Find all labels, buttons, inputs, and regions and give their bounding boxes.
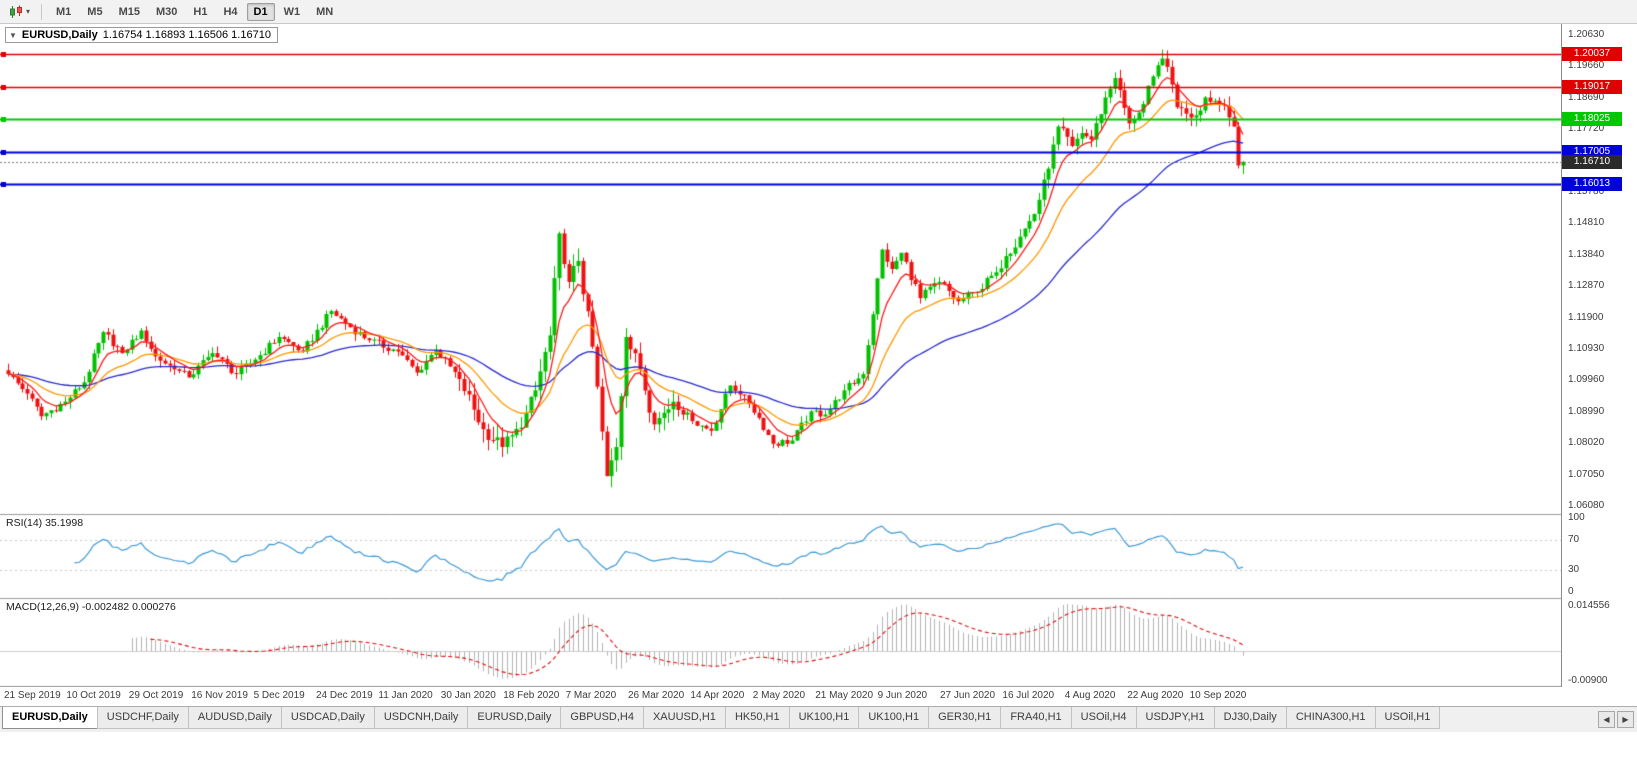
- price-axis-label: 1.06080: [1568, 499, 1605, 511]
- collapse-triangle-icon[interactable]: ▼: [9, 30, 17, 40]
- time-axis-label: 10 Oct 2019: [66, 690, 121, 701]
- tab-scroll-buttons: ◀ ▶: [1598, 711, 1634, 728]
- rsi-axis-label: 30: [1568, 563, 1580, 575]
- chart-tab-usoil-h1[interactable]: USOil,H1: [1374, 707, 1441, 729]
- price-axis-label: 1.08020: [1568, 437, 1605, 449]
- tab-scroll-right-button[interactable]: ▶: [1617, 711, 1634, 728]
- time-axis-label: 16 Jul 2020: [1002, 690, 1055, 701]
- price-axis-label: 1.18690: [1568, 91, 1605, 103]
- price-axis-label: 1.13840: [1568, 248, 1605, 260]
- time-axis-label: 7 Mar 2020: [565, 690, 617, 701]
- price-chart-canvas[interactable]: [0, 24, 1561, 687]
- chart-tab-hk50-h1[interactable]: HK50,H1: [724, 707, 790, 729]
- chart-tab-ger30-h1[interactable]: GER30,H1: [928, 707, 1002, 729]
- chart-tab-usdjpy-h1[interactable]: USDJPY,H1: [1135, 707, 1215, 729]
- tab-scroll-left-button[interactable]: ◀: [1598, 711, 1615, 728]
- hline-price-tag: 1.16013: [1562, 177, 1622, 192]
- time-axis-label: 10 Sep 2020: [1189, 690, 1247, 701]
- timeframe-button-h1[interactable]: H1: [193, 5, 208, 18]
- price-axis[interactable]: 1.206301.196601.186901.177201.167501.157…: [1561, 24, 1637, 687]
- dropdown-caret-icon: ▾: [26, 7, 31, 16]
- timeframe-button-m15[interactable]: M15: [118, 5, 140, 18]
- price-axis-label: 1.07050: [1568, 468, 1605, 480]
- time-axis-label: 2 May 2020: [752, 690, 806, 701]
- time-axis-label: 11 Jan 2020: [378, 690, 433, 701]
- price-axis-label: 1.15780: [1568, 185, 1605, 197]
- chart-tab-gbpusd-h4[interactable]: GBPUSD,H4: [560, 707, 644, 729]
- time-axis-label: 30 Jan 2020: [440, 690, 496, 701]
- chart-tab-eurusd-daily[interactable]: EURUSD,Daily: [2, 707, 98, 729]
- rsi-axis-label: 100: [1568, 512, 1585, 523]
- chart-tab-xauusd-h1[interactable]: XAUUSD,H1: [642, 707, 726, 729]
- timeframe-button-mn[interactable]: MN: [316, 5, 334, 18]
- chart-area: ▼ EURUSD,Daily 1.16754 1.16893 1.16506 1…: [0, 24, 1637, 706]
- timeframe-button-h4[interactable]: H4: [223, 5, 238, 18]
- chart-tab-audusd-daily[interactable]: AUDUSD,Daily: [187, 707, 282, 729]
- price-axis-label: 1.19660: [1568, 60, 1605, 72]
- chart-ohlc-values: 1.16754 1.16893 1.16506 1.16710: [102, 29, 271, 41]
- chart-tab-uk100-h1[interactable]: UK100,H1: [858, 707, 930, 729]
- rsi-indicator-label: RSI(14) 35.1998: [6, 517, 84, 529]
- top-toolbar: ▾ M1 M5 M15 M30 H1 H4 D1 W1 MN: [0, 0, 1637, 24]
- candlestick-icon: [10, 5, 22, 18]
- chart-title-box: ▼ EURUSD,Daily 1.16754 1.16893 1.16506 1…: [5, 27, 278, 43]
- macd-axis-label: 0.014556: [1568, 600, 1610, 611]
- chart-tab-bar: EURUSD,Daily USDCHF,Daily AUDUSD,Daily USDC…: [0, 706, 1637, 732]
- macd-axis-label: -0.00900: [1568, 675, 1608, 686]
- chart-tabs: EURUSD,Daily USDCHF,Daily AUDUSD,Daily USDC…: [0, 707, 1595, 729]
- hline-price-tag: 1.18025: [1562, 112, 1622, 127]
- hline-price-tag: 1.19017: [1562, 80, 1622, 95]
- chart-tab-usdchf-daily[interactable]: USDCHF,Daily: [96, 707, 189, 729]
- timeframe-button-m30[interactable]: M30: [155, 5, 178, 18]
- chart-tab-dj30-daily[interactable]: DJ30,Daily: [1213, 707, 1287, 729]
- time-axis-label: 26 Mar 2020: [628, 690, 685, 701]
- time-axis-label: 14 Apr 2020: [690, 690, 745, 701]
- price-axis-label: 1.14810: [1568, 217, 1605, 229]
- timeframe-button-m5[interactable]: M5: [87, 5, 103, 18]
- chart-tab-usoil-h4[interactable]: USOil,H4: [1070, 707, 1137, 729]
- time-axis-label: 22 Aug 2020: [1127, 690, 1184, 701]
- timeframe-button-w1[interactable]: W1: [283, 5, 301, 18]
- chart-tab-fra40-h1[interactable]: FRA40,H1: [1000, 707, 1072, 729]
- time-axis-label: 24 Dec 2019: [316, 690, 373, 701]
- price-axis-label: 1.20630: [1568, 29, 1605, 40]
- chart-tab-usdcnh-daily[interactable]: USDCNH,Daily: [373, 707, 469, 729]
- chart-tab-china300-h1[interactable]: CHINA300,H1: [1285, 707, 1376, 729]
- rsi-axis-label: 0: [1568, 586, 1574, 597]
- hline-price-tag: 1.20037: [1562, 47, 1622, 62]
- macd-indicator-label: MACD(12,26,9) -0.002482 0.000276: [6, 601, 176, 613]
- timeframe-button-m1[interactable]: M1: [56, 5, 72, 18]
- rsi-axis-label: 70: [1568, 534, 1580, 546]
- price-axis-label: 1.09960: [1568, 374, 1605, 386]
- chart-tab-usdcad-daily[interactable]: USDCAD,Daily: [280, 707, 375, 729]
- time-axis-label: 9 Jun 2020: [877, 690, 928, 701]
- current-price-tag: 1.16710: [1562, 154, 1622, 169]
- price-axis-label: 1.08990: [1568, 405, 1605, 417]
- price-axis-label: 1.10930: [1568, 342, 1605, 354]
- chart-symbol-label: EURUSD,Daily: [21, 29, 98, 41]
- time-axis-label: 16 Nov 2019: [191, 690, 248, 701]
- toolbar-separator: [41, 3, 43, 20]
- time-axis-label: 27 Jun 2020: [940, 690, 996, 701]
- time-axis[interactable]: 21 Sep 2019 10 Oct 2019 29 Oct 2019 16 Nov …: [0, 687, 1561, 706]
- time-axis-label: 18 Feb 2020: [503, 690, 560, 701]
- timeframe-button-d1[interactable]: D1: [246, 2, 275, 21]
- timeframe-toolbar: M1 M5 M15 M30 H1 H4 D1 W1 MN: [48, 2, 341, 21]
- time-axis-label: 29 Oct 2019: [128, 690, 184, 701]
- chart-tab-uk100-h1[interactable]: UK100,H1: [788, 707, 860, 729]
- time-axis-label: 21 Sep 2019: [4, 690, 61, 701]
- chart-type-button[interactable]: ▾: [4, 3, 35, 21]
- time-axis-label: 4 Aug 2020: [1064, 690, 1116, 701]
- time-axis-label: 21 May 2020: [815, 690, 874, 701]
- time-axis-label: 5 Dec 2019: [253, 690, 305, 701]
- price-axis-label: 1.12870: [1568, 280, 1605, 292]
- price-axis-label: 1.11900: [1568, 311, 1604, 323]
- price-axis-label: 1.17720: [1568, 123, 1605, 135]
- chart-tab-eurusd-daily[interactable]: EURUSD,Daily: [467, 707, 562, 729]
